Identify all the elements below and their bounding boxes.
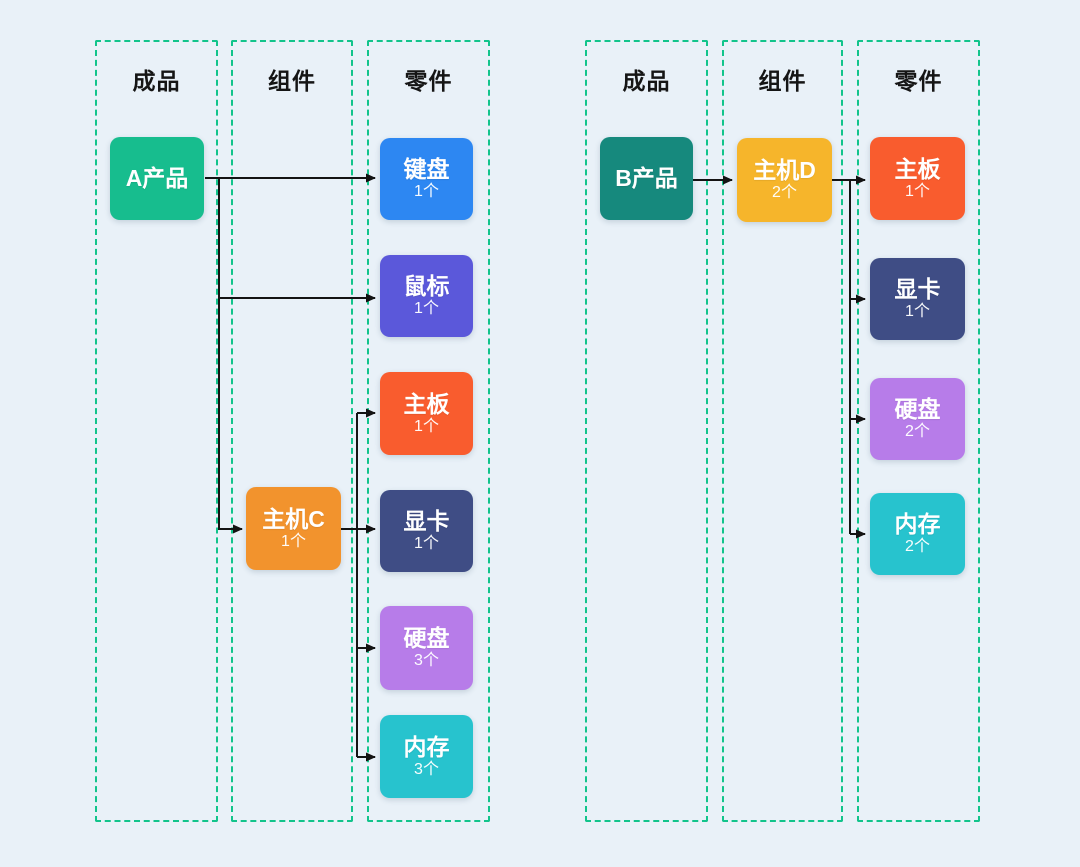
- node-qty: 1个: [905, 182, 930, 200]
- node-disk-left: 硬盘 3个: [380, 606, 473, 690]
- node-label: 键盘: [403, 156, 450, 183]
- node-mainboard-right: 主板 1个: [870, 137, 965, 220]
- node-label: 鼠标: [403, 273, 450, 300]
- node-label: 显卡: [403, 508, 450, 535]
- right-column-component: 组件: [722, 40, 843, 822]
- node-gpu-right: 显卡 1个: [870, 258, 965, 340]
- node-qty: 3个: [414, 760, 439, 778]
- left-column-component: 组件: [231, 40, 353, 822]
- node-mainboard-left: 主板 1个: [380, 372, 473, 455]
- column-title: 成品: [132, 68, 181, 94]
- node-label: 显卡: [894, 276, 941, 303]
- node-label: 主板: [403, 390, 450, 417]
- column-title: 零件: [404, 68, 453, 94]
- node-mouse: 鼠标 1个: [380, 255, 473, 337]
- column-title: 组件: [268, 68, 316, 94]
- node-qty: 1个: [414, 417, 439, 435]
- right-column-finished: 成品: [585, 40, 708, 822]
- right-column-part: 零件: [857, 40, 980, 822]
- node-label: 内存: [403, 733, 450, 760]
- node-label: 硬盘: [894, 396, 941, 423]
- node-memory-right: 内存 2个: [870, 493, 965, 575]
- node-label: 内存: [894, 511, 941, 538]
- node-qty: 2个: [772, 184, 797, 202]
- column-title: 组件: [758, 68, 807, 94]
- node-gpu-left: 显卡 1个: [380, 490, 473, 572]
- node-qty: 3个: [414, 652, 439, 670]
- node-memory-left: 内存 3个: [380, 715, 473, 798]
- left-column-finished: 成品: [95, 40, 218, 822]
- node-host-c: 主机C 1个: [246, 487, 341, 570]
- column-title: 零件: [894, 68, 943, 94]
- node-a-product: A产品: [110, 137, 204, 220]
- node-label: 主机D: [753, 157, 816, 184]
- node-host-d: 主机D 2个: [737, 138, 832, 222]
- left-column-part: 零件: [367, 40, 490, 822]
- node-qty: 2个: [905, 423, 930, 441]
- node-b-product: B产品: [600, 137, 693, 220]
- node-label: 主机C: [262, 505, 325, 532]
- node-qty: 1个: [414, 183, 439, 201]
- node-qty: 1个: [281, 532, 306, 550]
- node-qty: 1个: [905, 303, 930, 321]
- column-title: 成品: [622, 68, 671, 94]
- node-qty: 1个: [414, 535, 439, 553]
- node-label: B产品: [615, 164, 678, 191]
- node-disk-right: 硬盘 2个: [870, 378, 965, 460]
- node-label: 硬盘: [403, 625, 450, 652]
- node-keyboard: 键盘 1个: [380, 138, 473, 220]
- node-label: A产品: [125, 164, 189, 191]
- node-label: 主板: [894, 155, 941, 182]
- node-qty: 1个: [414, 300, 439, 318]
- node-qty: 2个: [905, 538, 930, 556]
